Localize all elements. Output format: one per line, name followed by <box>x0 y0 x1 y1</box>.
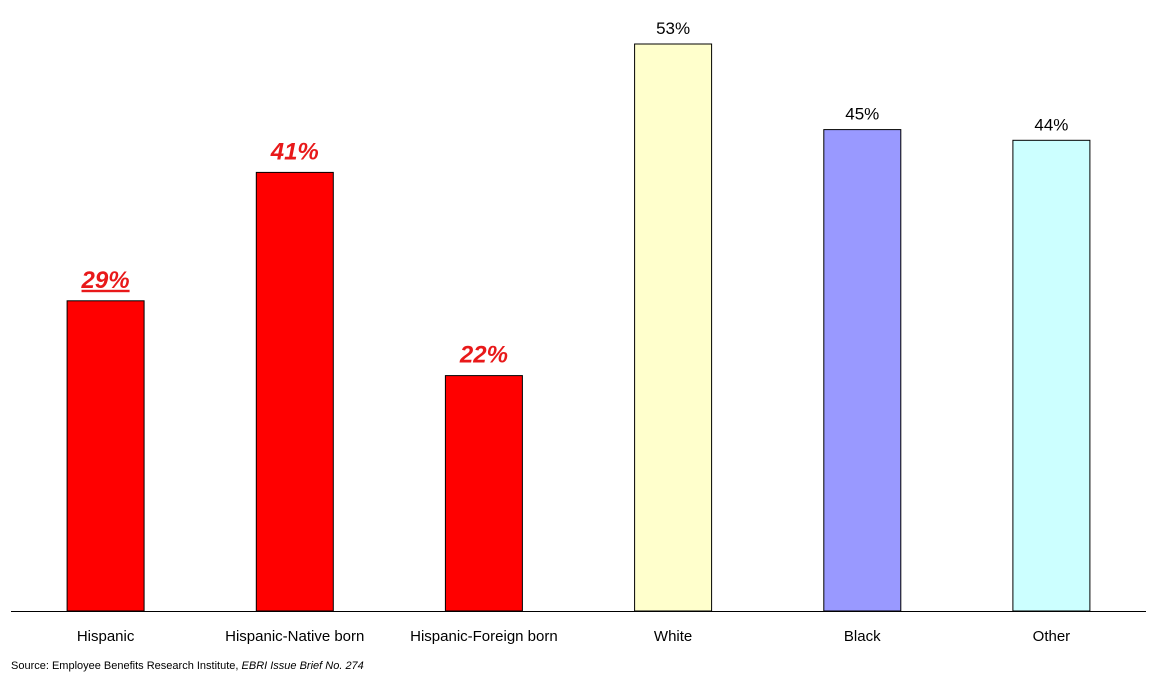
category-label-hispanic: Hispanic <box>77 628 135 645</box>
bars-group <box>66 43 1091 612</box>
source-note: Source: Employee Benefits Research Insti… <box>11 660 364 672</box>
bar-hispanic-foreign-born <box>444 375 523 612</box>
category-label-hispanic-foreign-born: Hispanic-Foreign born <box>410 628 558 645</box>
data-label-hispanic-native-born: 41% <box>270 138 319 165</box>
category-label-other: Other <box>1033 628 1071 645</box>
bar-black <box>823 129 902 612</box>
data-label-black: 45% <box>845 105 879 124</box>
category-label-hispanic-native-born: Hispanic-Native born <box>225 628 364 645</box>
bar-hispanic-native-born <box>255 171 334 612</box>
data-labels-group: 29% 41% 22% 53% 45% 44% <box>81 19 1069 369</box>
bar-hispanic <box>66 300 145 612</box>
bar-other <box>1012 139 1091 612</box>
data-label-hispanic-foreign-born: 22% <box>459 342 508 369</box>
category-labels-group: Hispanic Hispanic-Native born Hispanic-For… <box>77 628 1070 645</box>
source-prefix: Source: Employee Benefits Research Insti… <box>11 660 242 672</box>
category-label-white: White <box>654 628 692 645</box>
category-label-black: Black <box>844 628 881 645</box>
data-label-white: 53% <box>656 19 690 38</box>
data-label-hispanic: 29% <box>81 267 130 294</box>
bar-white <box>634 43 713 612</box>
source-title: EBRI Issue Brief No. 274 <box>241 660 364 672</box>
bar-chart: 29% 41% 22% 53% 45% 44% Hispanic Hispanic-Nati… <box>11 19 1146 645</box>
data-label-other: 44% <box>1034 115 1068 134</box>
